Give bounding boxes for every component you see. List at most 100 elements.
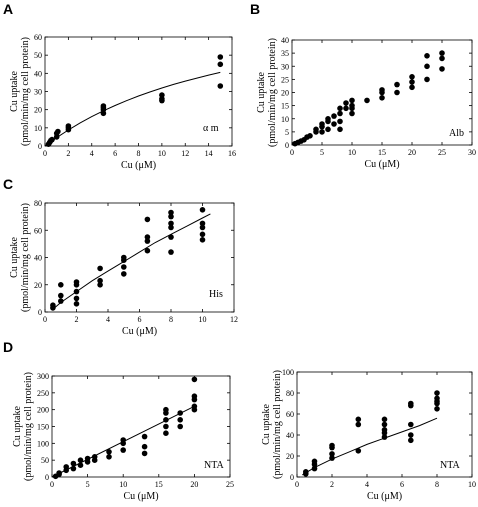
chart-c-data-point xyxy=(97,282,103,288)
panel-label-a: A xyxy=(3,1,13,17)
chart-c-data-point xyxy=(144,238,151,244)
chart-d-data-point xyxy=(163,423,169,430)
chart-c-x-axis-label: Cu (μM) xyxy=(122,326,157,337)
chart-a-data-point xyxy=(49,136,55,143)
chart-d2-plot-frame xyxy=(296,371,473,478)
chart-b-data-point xyxy=(439,50,445,56)
chart-b-data-point xyxy=(313,126,319,133)
chart-a-data-point xyxy=(217,61,224,68)
chart-b-data-point xyxy=(379,87,385,93)
chart-b-data-point xyxy=(325,116,331,122)
chart-d-x-tick-label: 20 xyxy=(190,480,198,489)
chart-d-y-tick-label: 100 xyxy=(37,439,49,448)
chart-d-data-point xyxy=(77,462,84,469)
chart-b-data-point xyxy=(319,121,325,127)
chart-d2-y-axis-label-line-2: (pmol/min/mg cell protein) xyxy=(272,370,283,479)
chart-a-data-point xyxy=(217,54,224,60)
chart-d2-data-point xyxy=(329,455,335,461)
chart-d-x-tick-label: 10 xyxy=(119,480,127,489)
panel-label-c: C xyxy=(3,176,13,192)
chart-c-data-point xyxy=(144,247,151,254)
chart-b-y-axis-label-line-1: Cu uptake xyxy=(256,72,267,113)
chart-d-x-tick-label: 15 xyxy=(155,480,163,489)
chart-b-y-tick-label: 30 xyxy=(281,62,289,71)
chart-d-data-point xyxy=(163,417,169,423)
chart-d-data-point xyxy=(163,406,169,413)
chart-c: 0 2 4 6 8 10 12 0 20 40 60 80 Cu (μM) Cu uptake (pmol/… xyxy=(9,199,238,337)
chart-d2-data-point xyxy=(434,390,440,396)
chart-b-data-point xyxy=(349,102,355,109)
chart-c-data-point xyxy=(73,288,80,295)
chart-d-annotation: NTA xyxy=(204,460,225,471)
chart-b-data-point xyxy=(379,95,385,101)
chart-d2-y-tick-label: 100 xyxy=(282,368,294,377)
chart-a-y-tick-label: 20 xyxy=(34,106,42,115)
chart-d2-y-tick-label: 40 xyxy=(286,431,294,440)
chart-a-x-tick-label: 10 xyxy=(158,149,166,158)
chart-d-data-point xyxy=(191,393,198,400)
chart-b-x-tick-label: 30 xyxy=(468,148,476,157)
chart-a-x-tick-label: 0 xyxy=(43,149,47,158)
chart-c-data-point xyxy=(121,264,127,270)
chart-d-y-tick-label: 250 xyxy=(37,389,49,398)
chart-d2-y-axis-label-line-1: Cu uptake xyxy=(261,404,272,445)
chart-d2-x-tick-label: 10 xyxy=(468,480,476,489)
chart-d-data-point xyxy=(106,454,112,460)
chart-d-data-point xyxy=(70,465,77,472)
chart-c-x-tick-label: 12 xyxy=(230,315,238,324)
chart-c-data-point xyxy=(144,216,151,223)
chart-d2-data-point xyxy=(355,448,362,454)
chart-b-data-point xyxy=(349,97,355,104)
chart-c-x-tick-label: 2 xyxy=(75,315,79,324)
chart-a-y-tick-label: 30 xyxy=(34,88,42,97)
chart-d2-x-tick-label: 6 xyxy=(400,480,404,489)
chart-a-y-tick-label: 50 xyxy=(34,51,42,60)
chart-a-annotation: α m xyxy=(203,123,219,134)
chart-d-data-point xyxy=(91,454,98,460)
chart-c-data-point xyxy=(73,279,80,285)
chart-a-x-tick-label: 12 xyxy=(181,149,189,158)
chart-d2-data-point xyxy=(303,469,309,475)
chart-d2-data-point xyxy=(381,427,388,433)
chart-b: 0 5 10 15 20 25 30 0 5 10 15 20 25 30 35 40 Cu (μM) Cu up… xyxy=(256,36,476,170)
chart-d-y-tick-label: 300 xyxy=(37,372,49,381)
chart-b-data-point xyxy=(325,126,331,133)
chart-c-data-point xyxy=(168,234,174,240)
chart-d-data-point xyxy=(177,423,183,430)
chart-d-data-point xyxy=(141,433,148,440)
chart-b-y-tick-label: 40 xyxy=(281,36,289,45)
chart-b-y-tick-label: 15 xyxy=(281,102,289,111)
chart-a-data-point xyxy=(217,83,224,89)
chart-b-y-tick-label: 20 xyxy=(281,89,289,98)
chart-a-fit-line xyxy=(44,71,221,147)
chart-d2-annotation: NTA xyxy=(440,460,461,471)
chart-c-data-point xyxy=(144,234,151,240)
chart-b-data-point xyxy=(307,133,313,139)
chart-d2-x-tick-label: 2 xyxy=(330,480,334,489)
chart-d-y-tick-label: 50 xyxy=(41,456,49,465)
chart-a: 0 2 4 6 8 10 12 14 16 0 10 20 30 40 50 60 Cu (μM) Cu upta… xyxy=(9,33,236,171)
chart-b-data-point xyxy=(319,129,325,135)
chart-d2-data-point xyxy=(381,421,388,428)
chart-b-data-point xyxy=(439,55,445,62)
chart-d2-y-tick-label: 20 xyxy=(286,452,294,461)
chart-a-x-tick-label: 2 xyxy=(66,149,70,158)
chart-b-data-point xyxy=(409,79,415,85)
chart-a-data-point xyxy=(65,123,72,129)
chart-d2-x-tick-label: 0 xyxy=(295,480,299,489)
chart-c-x-tick-label: 8 xyxy=(169,315,173,324)
chart-c-data-point xyxy=(121,271,127,277)
chart-b-data-point xyxy=(331,113,337,119)
chart-b-data-point xyxy=(337,118,343,125)
chart-c-data-point xyxy=(58,292,64,299)
chart-d-data-point xyxy=(191,376,198,383)
chart-b-x-tick-label: 0 xyxy=(290,148,294,157)
chart-b-x-tick-label: 20 xyxy=(408,148,416,157)
chart-c-data-point xyxy=(199,231,206,238)
chart-b-y-tick-label: 25 xyxy=(281,75,289,84)
chart-d-x-tick-label: 5 xyxy=(86,480,90,489)
chart-d2-data-point xyxy=(355,416,362,423)
chart-b-annotation: Alb xyxy=(449,128,464,139)
